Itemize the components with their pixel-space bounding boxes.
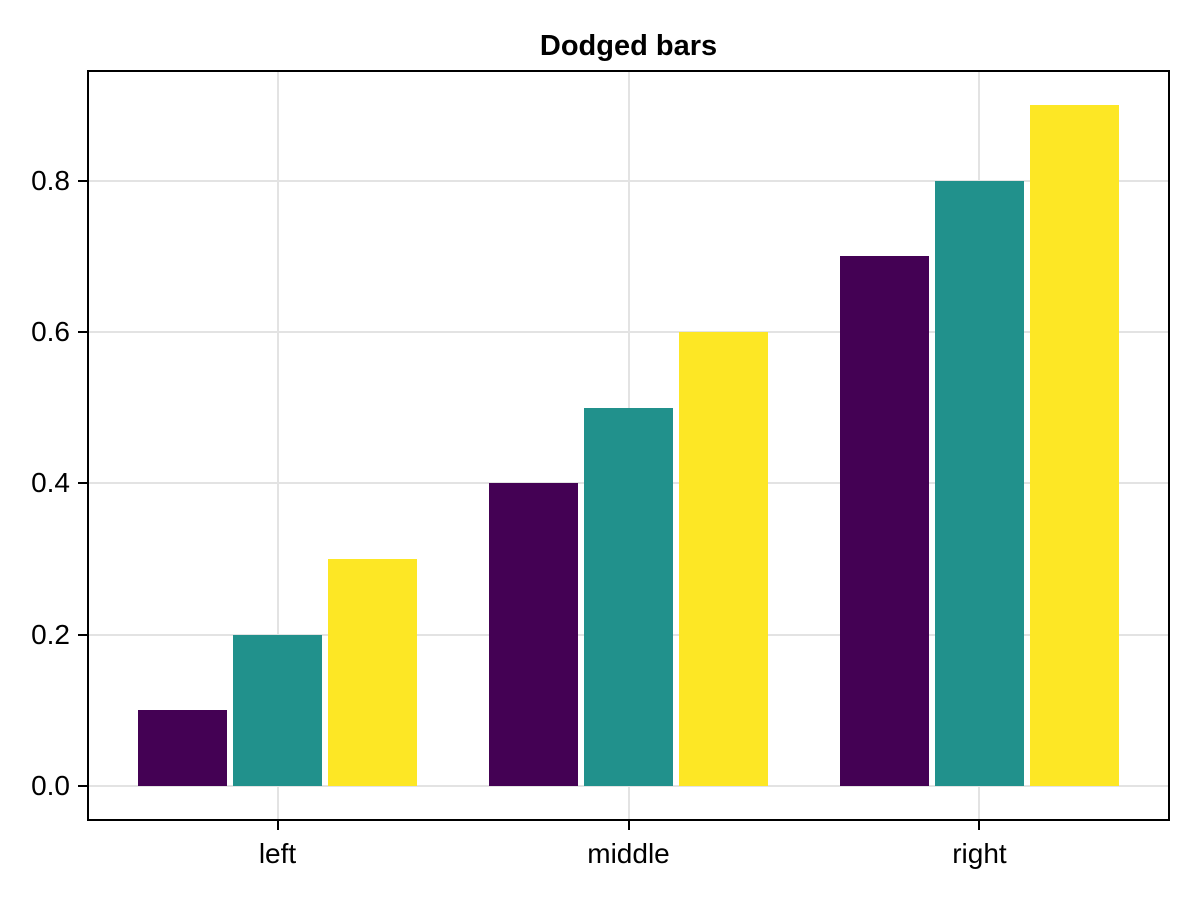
x-tick-label: right <box>952 838 1007 869</box>
y-tick-label: 0.2 <box>31 618 70 650</box>
x-tick-mark <box>276 820 279 830</box>
y-tick-mark <box>78 633 88 636</box>
y-tick-mark <box>78 331 88 333</box>
y-tick-label: 0.4 <box>31 467 70 499</box>
bar-left-series2 <box>233 634 323 786</box>
gridline-x <box>276 71 279 820</box>
chart-title: Dodged bars <box>539 30 718 62</box>
bar-right-series1 <box>839 256 929 786</box>
bar-left-series1 <box>137 710 227 786</box>
y-tick-mark <box>78 784 88 787</box>
bar-right-series3 <box>1030 105 1120 786</box>
bar-middle-series2 <box>583 407 673 786</box>
bar-middle-series3 <box>679 332 769 786</box>
x-tick-mark <box>978 820 981 830</box>
y-tick-label: 0.8 <box>31 164 70 196</box>
y-tick-label: 0.6 <box>31 316 70 347</box>
y-tick-mark <box>78 482 88 485</box>
x-tick-label: left <box>258 838 297 869</box>
x-tick-label: middle <box>587 838 670 869</box>
x-tick-mark <box>627 820 630 830</box>
y-tick-mark <box>78 179 88 182</box>
bar-middle-series1 <box>488 483 578 786</box>
y-tick-label: 0.0 <box>31 769 70 801</box>
bar-right-series2 <box>934 180 1024 786</box>
bar-left-series3 <box>328 558 418 786</box>
